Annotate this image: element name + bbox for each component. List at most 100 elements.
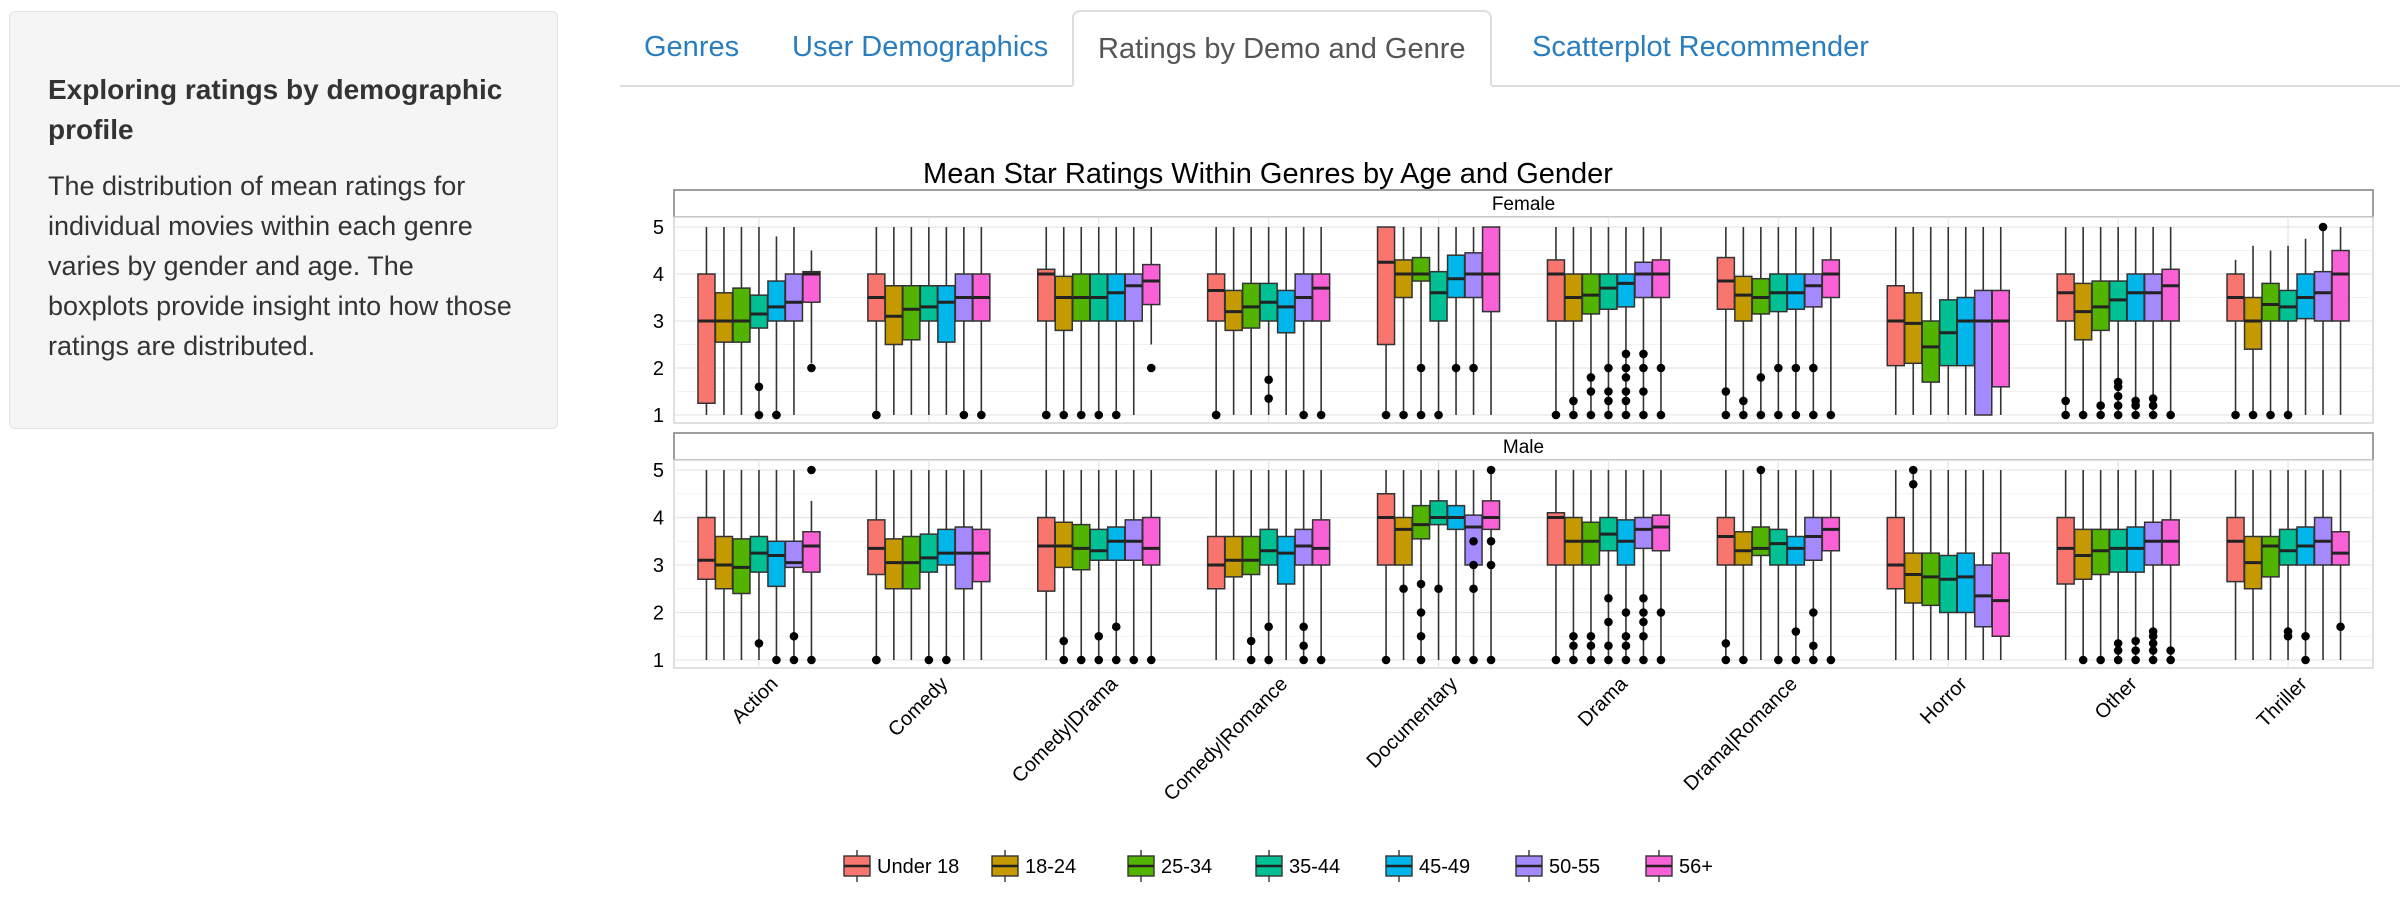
outlier-point [1791,627,1801,636]
outlier-point [1111,655,1121,665]
outlier-point [1639,631,1648,641]
outlier-point [1146,363,1156,373]
x-tick-label: Drama|Romance [1680,673,1802,795]
outlier-point [2113,655,2123,665]
outlier-point [1756,465,1766,475]
tab-ratings-by-demo-and-genre[interactable]: Ratings by Demo and Genre [1072,10,1492,87]
outlier-point [1076,410,1086,420]
outlier-point [1416,579,1426,589]
sidebar-panel: Exploring ratings by demographic profile… [9,11,558,429]
box [1634,261,1653,299]
outlier-point [2166,646,2175,655]
outlier-point [1809,641,1818,651]
chart-title: Mean Star Ratings Within Genres by Age a… [923,158,1613,190]
tab-user-demographics[interactable]: User Demographics [792,31,1049,63]
outlier-point [1094,410,1104,420]
outlier-point [1486,536,1496,546]
outlier-point [2231,410,2240,420]
outlier-point [2301,655,2310,665]
y-tick-label: 5 [653,460,664,482]
box [2313,270,2333,322]
box [1037,516,1056,592]
box [1089,528,1108,561]
outlier-point [1316,655,1326,665]
outlier-point [2131,410,2140,420]
outlier-point [1246,636,1256,646]
outlier-point [1721,410,1731,420]
box [1394,516,1413,566]
box [954,526,974,590]
outlier-point [2113,391,2123,401]
outlier-point [1299,410,1308,420]
outlier-point [1721,387,1731,396]
x-tick-label: Other [2091,673,2142,724]
outlier-point [1211,410,1221,420]
legend-label: 50-55 [1549,856,1600,878]
box [732,287,751,343]
outlier-point [1264,394,1273,403]
outlier-point [1059,410,1069,420]
outlier-point [2131,646,2140,655]
x-tick-label: Comedy [884,673,952,741]
outlier-point [977,410,986,420]
box [2331,249,2350,322]
outlier-point [1639,608,1648,617]
box [1037,268,1056,322]
outlier-point [1826,655,1836,665]
outlier-point [1111,410,1121,420]
x-tick-label: Thriller [2253,673,2312,732]
outlier-point [1451,655,1461,665]
facet-strip-label: Female [1492,194,1555,215]
outlier-point [1299,641,1308,651]
outlier-point [1129,655,1139,665]
box [1751,526,1771,557]
tab-genres[interactable]: Genres [644,31,740,63]
outlier-point [2166,655,2175,665]
box [1206,535,1226,590]
outlier-point [1739,655,1748,665]
box [1376,226,1396,346]
outlier-point [1381,410,1391,420]
box [767,280,786,322]
outlier-point [1739,396,1748,406]
box [1886,285,1905,367]
outlier-point [1639,349,1648,359]
outlier-point [1434,584,1443,594]
outlier-point [2113,646,2123,655]
box [1886,516,1905,590]
box [2161,268,2180,322]
outlier-point [2283,410,2293,420]
box [2261,535,2280,578]
tab-scatterplot-recommender[interactable]: Scatterplot Recommender [1532,31,1869,63]
outlier-point [1621,387,1631,396]
box [1411,256,1431,282]
outlier-point [1551,410,1561,420]
x-tick-label: Horror [1916,673,1972,729]
box [714,292,734,343]
box [802,531,821,573]
box [1904,552,1923,604]
legend-label: 25-34 [1161,856,1212,878]
box [1429,270,1448,322]
outlier-point [1094,631,1104,641]
outlier-point [1756,410,1766,420]
outlier-point [1791,410,1801,420]
outlier-point [1041,410,1051,420]
box [1716,256,1736,310]
box [1804,273,1823,308]
outlier-point [2148,646,2158,655]
box [1821,516,1841,552]
box [1821,259,1841,299]
outlier-point [1604,617,1613,627]
outlier-point [1416,608,1426,617]
outlier-point [1264,622,1273,632]
box [1546,259,1566,322]
box [1411,504,1431,540]
outlier-point [1299,655,1308,665]
box [1276,535,1296,585]
box [2331,531,2350,566]
outlier-point [1809,363,1818,373]
box [1546,512,1566,566]
outlier-point [772,410,781,420]
